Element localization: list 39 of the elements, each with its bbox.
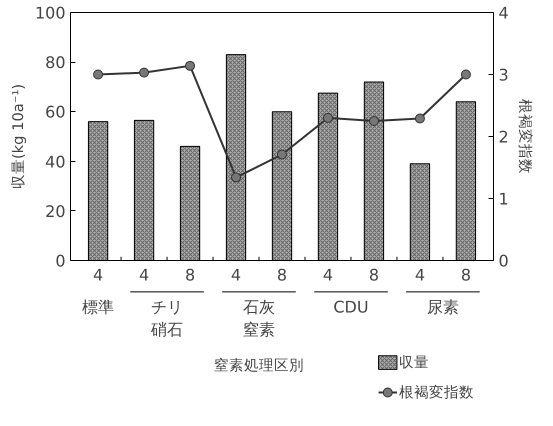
x-tick-label: 4: [322, 266, 334, 284]
legend-label: 根褐変指数: [399, 384, 474, 401]
point: [185, 60, 196, 71]
y2-tick-label: 1: [498, 190, 509, 208]
text: 標準: [82, 297, 114, 316]
y-tick-label: 40: [45, 152, 66, 172]
x-tick-label: 8: [460, 266, 472, 284]
y-tick-label: 20: [45, 202, 66, 221]
point: [460, 70, 471, 80]
point: [322, 112, 333, 123]
point: [277, 149, 287, 160]
y-tick-label: 80: [45, 53, 66, 72]
y2-tick-label: 0: [498, 252, 509, 270]
point: [231, 172, 242, 182]
y2-tick-label: 3: [498, 66, 509, 84]
text: CDU: [333, 297, 369, 316]
y-tick-label: 0: [55, 252, 66, 270]
x-tick-label: 8: [368, 266, 380, 284]
y2-tick-label: 2: [498, 128, 509, 146]
x-tick-label: 4: [230, 266, 242, 284]
x-tick-label: 8: [184, 266, 196, 284]
y-axis-title: 収量(kg 10a⁻¹): [10, 84, 27, 190]
x-tick-label: 4: [138, 266, 150, 284]
text: チリ硝石: [150, 297, 184, 340]
x-tick-label: 8: [276, 266, 288, 284]
legend-label: 収量: [399, 354, 430, 372]
x-axis-title: 窒素処理区別: [214, 356, 304, 374]
y-tick-label: 60: [45, 102, 66, 122]
x-tick-label: 4: [92, 266, 104, 284]
text: 石灰窒素: [243, 297, 276, 340]
y2-axis-title: 根褐変指数: [516, 99, 534, 174]
x-tick-label: 4: [414, 266, 426, 284]
point: [93, 70, 104, 80]
y-tick-label: 100: [34, 4, 66, 22]
point: [139, 68, 150, 78]
text: 尿素: [426, 297, 459, 316]
y2-tick-label: 4: [498, 4, 509, 22]
point: [414, 114, 425, 124]
point: [368, 116, 379, 126]
